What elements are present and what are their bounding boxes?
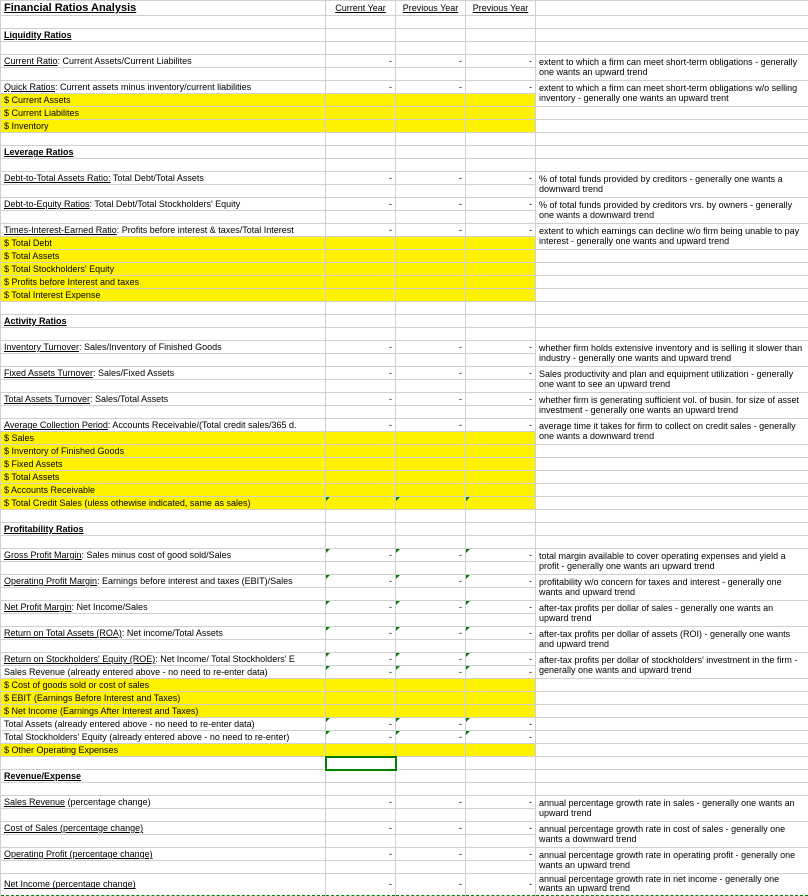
note-roe: after-tax profits per dollar of stockhol… bbox=[536, 653, 808, 679]
heading-leverage: Leverage Ratios bbox=[1, 146, 326, 159]
row-total-assets-turnover: Total Assets Turnover: Sales/Total Asset… bbox=[1, 393, 326, 406]
note-inv-turn: whether firm holds extensive inventory a… bbox=[536, 341, 808, 367]
row-sales-revenue-pct: Sales Revenue (percentage change) bbox=[1, 796, 326, 809]
input-sales[interactable]: $ Sales bbox=[1, 432, 326, 445]
note-net-income-pct: annual percentage growth rate in net inc… bbox=[536, 874, 808, 896]
note-gpm: total margin available to cover operatin… bbox=[536, 549, 808, 575]
input-other-op-exp[interactable]: $ Other Operating Expenses bbox=[1, 744, 326, 757]
heading-activity: Activity Ratios bbox=[1, 315, 326, 328]
row-cost-sales-pct: Cost of Sales (percentage change) bbox=[1, 822, 326, 835]
note-current-ratio: extent to which a firm can meet short-te… bbox=[536, 55, 808, 81]
input-fixed-assets[interactable]: $ Fixed Assets bbox=[1, 458, 326, 471]
page-title: Financial Ratios Analysis bbox=[1, 1, 326, 16]
row-roa: Return on Total Assets (ROA): Net income… bbox=[1, 627, 326, 640]
note-fa-turn: Sales productivity and plan and equipmen… bbox=[536, 367, 808, 393]
note-quick-ratios: extent to which a firm can meet short-te… bbox=[536, 81, 808, 107]
selected-cell[interactable] bbox=[326, 757, 396, 770]
note-total-assets: Total Assets (already entered above - no… bbox=[1, 718, 326, 731]
note-op-profit-pct: annual percentage growth rate in operati… bbox=[536, 848, 808, 874]
note-roa: after-tax profits per dollar of assets (… bbox=[536, 627, 808, 653]
input-total-debt[interactable]: $ Total Debt bbox=[1, 237, 326, 250]
row-avg-collection-period: Average Collection Period: Accounts Rece… bbox=[1, 419, 326, 432]
row-debt-equity: Debt-to-Equity Ratios: Total Debt/Total … bbox=[1, 198, 326, 211]
heading-profitability: Profitability Ratios bbox=[1, 523, 326, 536]
input-inventory[interactable]: $ Inventory bbox=[1, 120, 326, 133]
note-sales-revenue: Sales Revenue (already entered above - n… bbox=[1, 666, 326, 679]
row-tie: Times-Interest-Earned Ratio: Profits bef… bbox=[1, 224, 326, 237]
row-net-profit-margin: Net Profit Margin: Net Income/Sales bbox=[1, 601, 326, 614]
note-debt-equity: % of total funds provided by creditors v… bbox=[536, 198, 808, 224]
row-inventory-turnover: Inventory Turnover: Sales/Inventory of F… bbox=[1, 341, 326, 354]
val-py1[interactable]: - bbox=[396, 55, 466, 68]
row-quick-ratios: Quick Ratios: Current assets minus inven… bbox=[1, 81, 326, 94]
note-cost-sales-pct: annual percentage growth rate in cost of… bbox=[536, 822, 808, 848]
input-accounts-receivable[interactable]: $ Accounts Receivable bbox=[1, 484, 326, 497]
input-cogs[interactable]: $ Cost of goods sold or cost of sales bbox=[1, 679, 326, 692]
col-current-year: Current Year bbox=[326, 1, 396, 16]
note-opm: profitability w/o concern for taxes and … bbox=[536, 575, 808, 601]
row-debt-assets: Debt-to-Total Assets Ratio: Total Debt/T… bbox=[1, 172, 326, 185]
val-py2[interactable]: - bbox=[466, 55, 536, 68]
row-op-profit-pct: Operating Profit (percentage change) bbox=[1, 848, 326, 861]
note-total-se: Total Stockholders' Equity (already ente… bbox=[1, 731, 326, 744]
row-roe: Return on Stockholders' Equity (ROE): Ne… bbox=[1, 653, 326, 666]
note-acp: average time it takes for firm to collec… bbox=[536, 419, 808, 445]
note-sales-rev-pct: annual percentage growth rate in sales -… bbox=[536, 796, 808, 822]
input-ebit[interactable]: $ EBIT (Earnings Before Interest and Tax… bbox=[1, 692, 326, 705]
input-profits-before-it[interactable]: $ Profits before Interest and taxes bbox=[1, 276, 326, 289]
input-total-credit-sales[interactable]: $ Total Credit Sales (uless othewise ind… bbox=[1, 497, 326, 510]
heading-liquidity: Liquidity Ratios bbox=[1, 29, 326, 42]
input-total-assets-2[interactable]: $ Total Assets bbox=[1, 471, 326, 484]
input-stockholders-equity[interactable]: $ Total Stockholders' Equity bbox=[1, 263, 326, 276]
note-debt-assets: % of total funds provided by creditors -… bbox=[536, 172, 808, 198]
input-total-assets[interactable]: $ Total Assets bbox=[1, 250, 326, 263]
col-previous-year-1: Previous Year bbox=[396, 1, 466, 16]
input-current-liabilities[interactable]: $ Current Liabilites bbox=[1, 107, 326, 120]
input-interest-expense[interactable]: $ Total Interest Expense bbox=[1, 289, 326, 302]
note-npm: after-tax profits per dollar of sales - … bbox=[536, 601, 808, 627]
row-fixed-assets-turnover: Fixed Assets Turnover: Sales/Fixed Asset… bbox=[1, 367, 326, 380]
row-operating-profit-margin: Operating Profit Margin: Earnings before… bbox=[1, 575, 326, 588]
col-previous-year-2: Previous Year bbox=[466, 1, 536, 16]
financial-ratios-table: Financial Ratios Analysis Current Year P… bbox=[0, 0, 808, 896]
input-inv-finished-goods[interactable]: $ Inventory of Finished Goods bbox=[1, 445, 326, 458]
heading-revexp: Revenue/Expense bbox=[1, 770, 326, 783]
note-ta-turn: whether firm is generating sufficient vo… bbox=[536, 393, 808, 419]
row-current-ratio: Current Ratio: Current Assets/Current Li… bbox=[1, 55, 326, 68]
row-gross-profit-margin: Gross Profit Margin: Sales minus cost of… bbox=[1, 549, 326, 562]
cell[interactable] bbox=[536, 1, 808, 16]
val-cy[interactable]: - bbox=[326, 55, 396, 68]
note-tie: extent to which earnings can decline w/o… bbox=[536, 224, 808, 250]
input-net-income[interactable]: $ Net Income (Earnings After Interest an… bbox=[1, 705, 326, 718]
row-net-income-pct: Net Income (percentage change) bbox=[1, 874, 326, 896]
input-current-assets[interactable]: $ Current Assets bbox=[1, 94, 326, 107]
